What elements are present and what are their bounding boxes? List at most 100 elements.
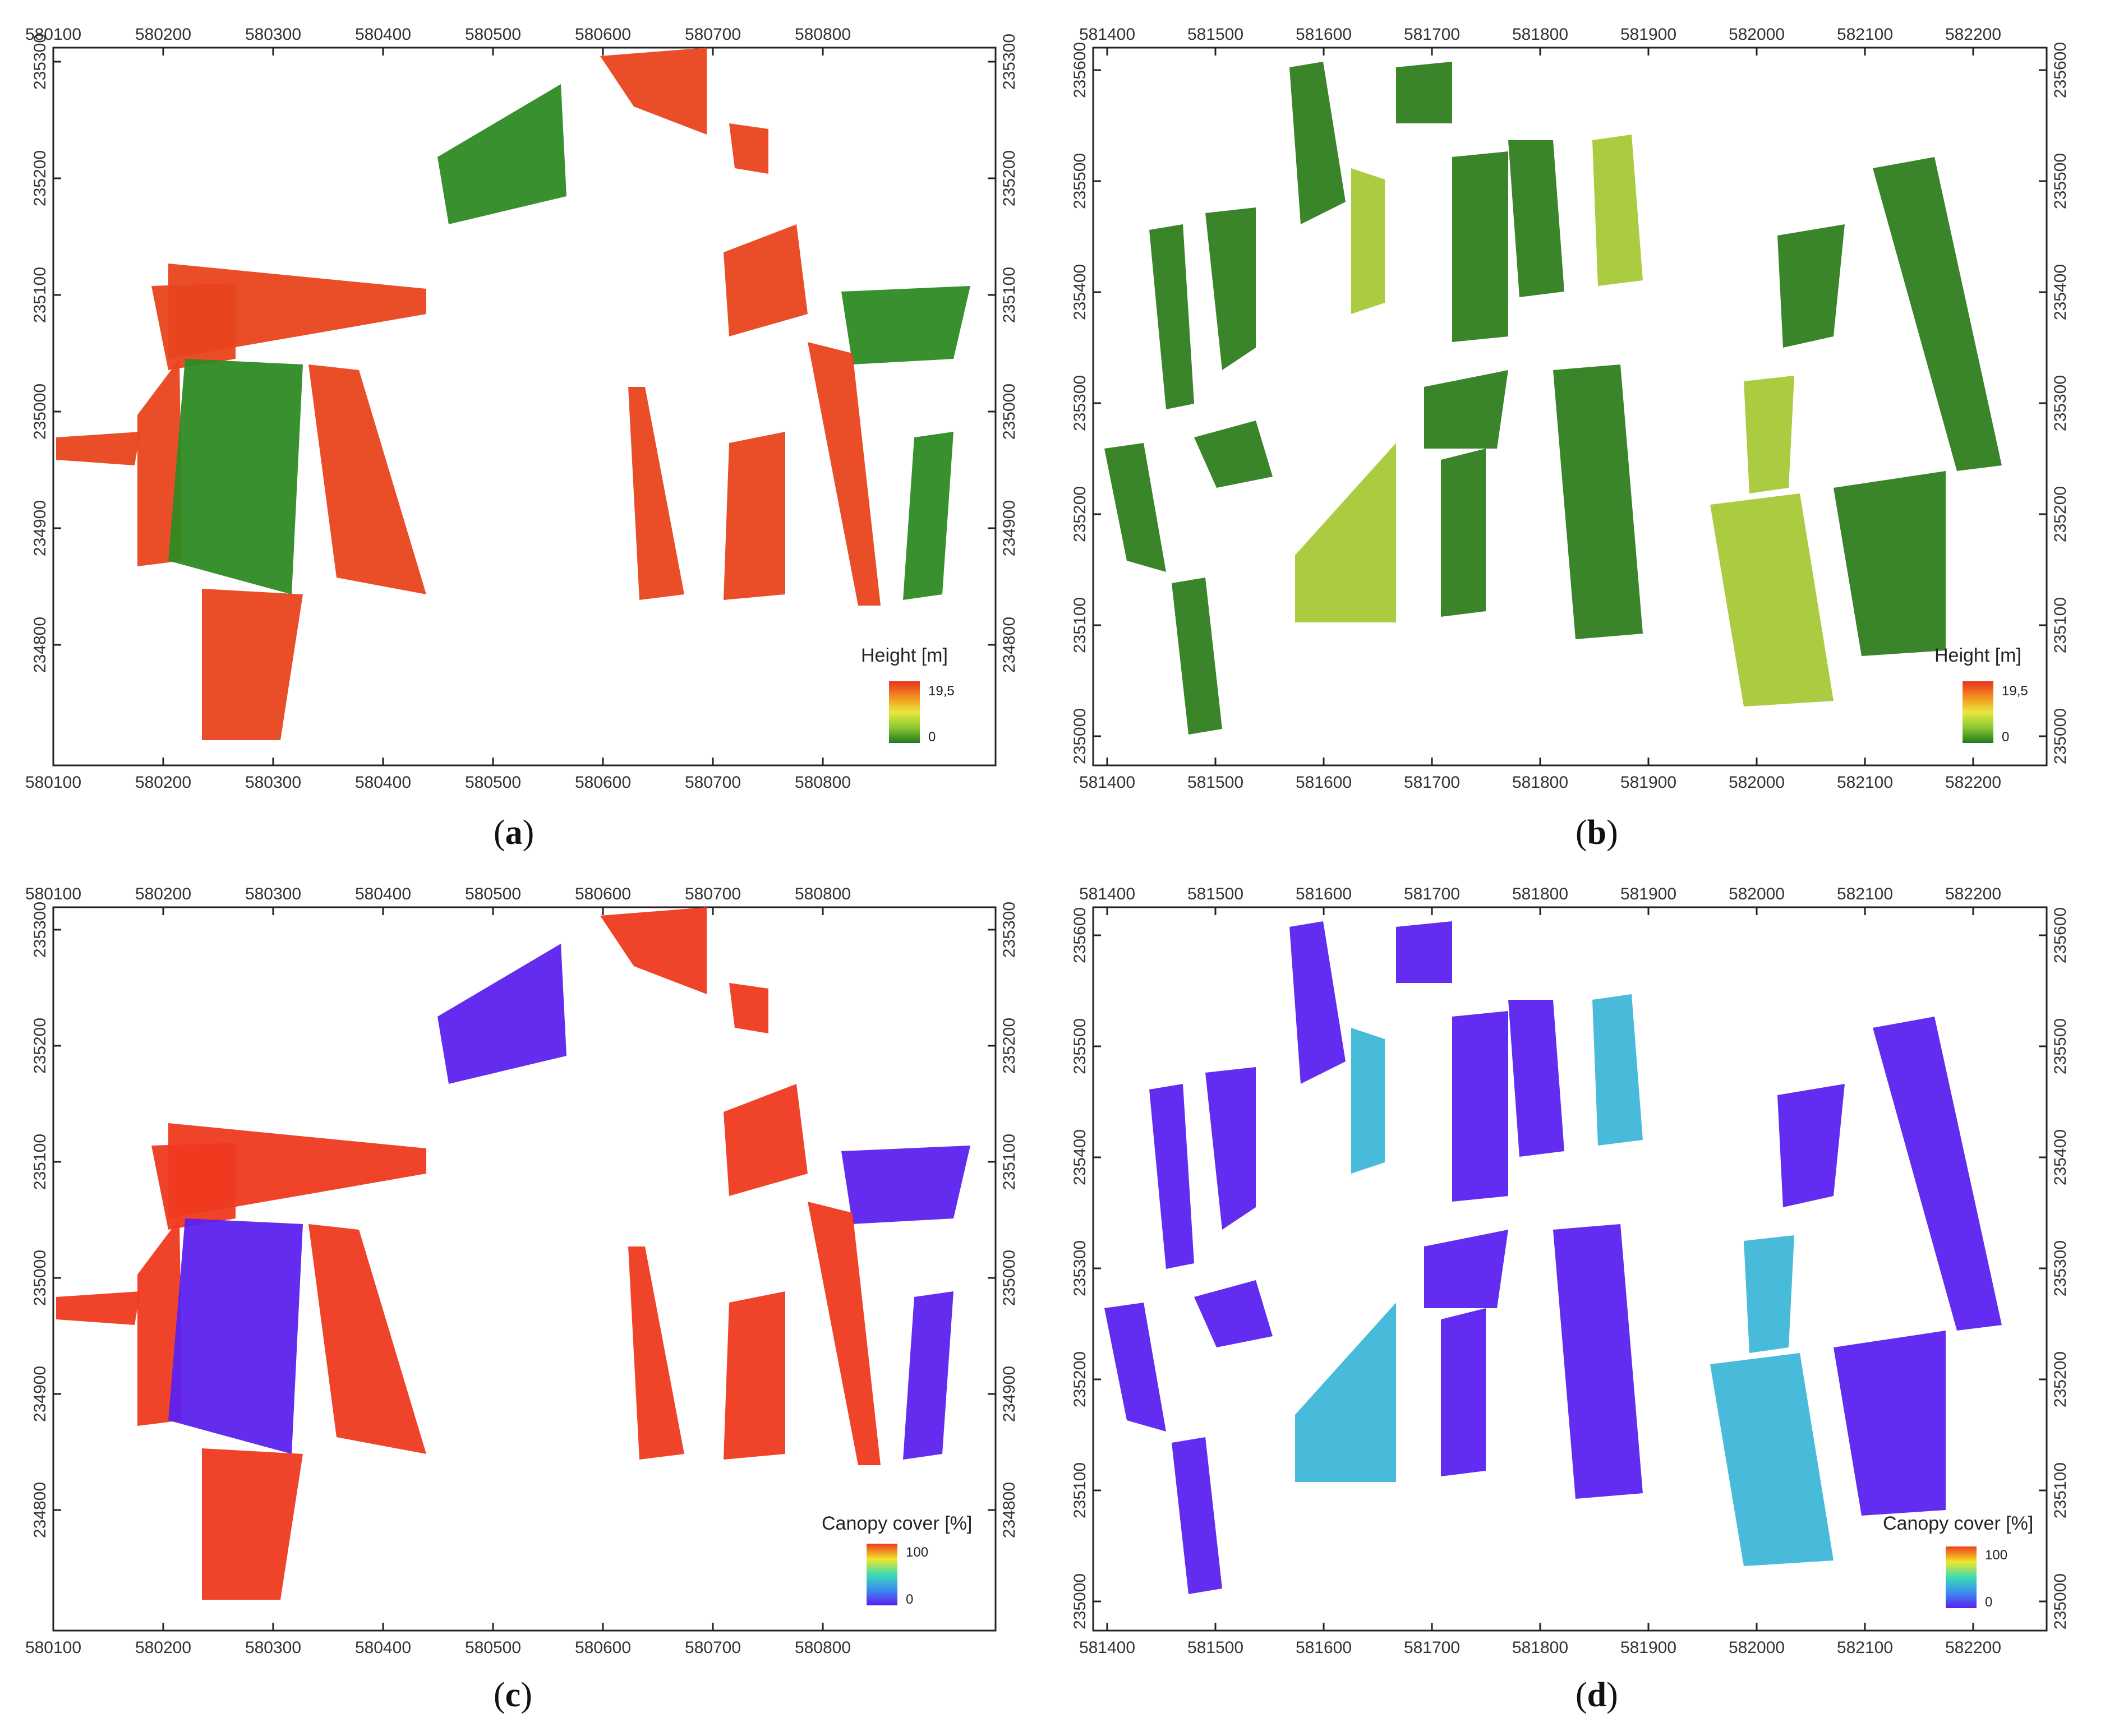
x-ticks-bottom: 581400 581500 581600 581700 581800 581900 5820… — [1079, 1623, 2001, 1657]
y-tick-label: 235000 — [1071, 1573, 1089, 1629]
y-tick-label: 235200 — [1071, 1351, 1089, 1407]
x-tick-label: 580400 — [355, 773, 411, 792]
caption-c: (c) — [494, 1676, 532, 1714]
caption-d: (d) — [1576, 1676, 1618, 1714]
vegetation-patch — [1194, 421, 1273, 488]
x-tick-label: 581600 — [1296, 25, 1352, 44]
y-tick-label: 235500 — [2051, 1018, 2070, 1074]
vegetation-patch — [600, 48, 707, 135]
x-tick-label: 581900 — [1620, 1638, 1676, 1657]
y-ticks-right: 235600 235500 235400 235300 235200 235100 2350… — [2039, 907, 2070, 1629]
x-tick-label: 580300 — [245, 25, 301, 44]
y-tick-label: 235000 — [31, 1250, 49, 1306]
y-tick-label: 234900 — [31, 1366, 49, 1422]
y-tick-label: 235200 — [1000, 150, 1019, 206]
vegetation-patch — [1777, 224, 1845, 348]
y-tick-label: 235300 — [1071, 1240, 1089, 1296]
y-tick-label: 235200 — [1000, 1018, 1019, 1074]
vegetation-patch — [628, 1246, 684, 1460]
y-tick-label: 235500 — [2051, 153, 2070, 209]
x-tick-label: 580100 — [25, 885, 81, 903]
vegetation-patch — [1424, 370, 1508, 449]
caption-a: (a) — [494, 814, 535, 852]
x-tick-label: 580400 — [355, 885, 411, 903]
vegetation-patch — [1553, 364, 1643, 639]
legend-min: 0 — [1985, 1595, 1992, 1610]
legend-max: 100 — [1985, 1548, 2007, 1563]
x-tick-label: 580300 — [245, 885, 301, 903]
map-patches — [1104, 921, 2002, 1594]
y-tick-label: 235300 — [2051, 1240, 2070, 1296]
y-tick-label: 234800 — [31, 1482, 49, 1538]
y-tick-label: 235200 — [1071, 486, 1089, 542]
vegetation-patch — [1289, 921, 1346, 1084]
x-tick-label: 580600 — [575, 1638, 631, 1657]
x-tick-label: 581700 — [1404, 25, 1460, 44]
y-tick-label: 235400 — [1071, 1129, 1089, 1185]
vegetation-patch — [808, 1202, 881, 1465]
x-tick-label: 580500 — [465, 25, 521, 44]
y-tick-label: 235100 — [31, 267, 49, 323]
vegetation-patch — [1351, 168, 1385, 314]
x-tick-label: 581900 — [1620, 773, 1676, 792]
x-tick-label: 581600 — [1296, 885, 1352, 903]
y-tick-label: 235000 — [31, 384, 49, 440]
y-tick-label: 235200 — [31, 150, 49, 206]
x-tick-label: 580300 — [245, 1638, 301, 1657]
vegetation-patch — [1424, 1230, 1508, 1308]
x-tick-label: 581700 — [1404, 1638, 1460, 1657]
x-tick-label: 580700 — [685, 25, 741, 44]
vegetation-patch — [841, 1146, 970, 1224]
x-tick-label: 582100 — [1837, 25, 1893, 44]
y-tick-label: 235000 — [2051, 1573, 2070, 1629]
x-tick-label: 581500 — [1187, 773, 1243, 792]
legend: Height [m] 19,5 0 — [1934, 645, 2028, 745]
x-tick-label: 580700 — [685, 885, 741, 903]
x-tick-label: 580200 — [135, 25, 191, 44]
y-tick-label: 235400 — [1071, 264, 1089, 320]
vegetation-patch — [600, 907, 707, 994]
y-tick-label: 235300 — [1071, 375, 1089, 431]
x-tick-label: 580200 — [135, 885, 191, 903]
x-tick-label: 580500 — [465, 885, 521, 903]
vegetation-patch — [137, 1218, 182, 1426]
y-ticks-left: 235300 235200 235100 235000 234900 234800 — [31, 902, 61, 1538]
y-ticks-left: 235600 235500 235400 235300 235200 235100 2350… — [1071, 907, 1101, 1629]
vegetation-patch — [1710, 1353, 1834, 1566]
x-ticks-top: 580100 580200 580300 580400 580500 580600 5807… — [25, 25, 851, 56]
vegetation-patch — [56, 432, 140, 465]
vegetation-patch — [1452, 1011, 1508, 1202]
x-ticks-bottom: 580100 580200 580300 580400 580500 580600 5807… — [25, 1623, 851, 1657]
x-tick-label: 581400 — [1079, 1638, 1135, 1657]
vegetation-patch — [202, 1448, 303, 1600]
y-ticks-left: 235600 235500 235400 235300 235200 235100 2350… — [1071, 42, 1101, 764]
map-panel-d: 581400 581500 581600 581700 581800 581900 5820… — [1060, 868, 2119, 1736]
vegetation-patch — [1289, 62, 1346, 224]
vegetation-patch — [1592, 994, 1643, 1146]
map-patches — [1104, 62, 2002, 735]
x-tick-label: 580600 — [575, 25, 631, 44]
vegetation-patch — [729, 983, 768, 1033]
x-tick-label: 580100 — [25, 773, 81, 792]
vegetation-patch — [1149, 1084, 1194, 1269]
y-tick-label: 235100 — [1071, 597, 1089, 653]
y-tick-label: 235500 — [1071, 153, 1089, 209]
x-tick-label: 580100 — [25, 1638, 81, 1657]
vegetation-patch — [1441, 449, 1486, 617]
x-tick-label: 582100 — [1837, 885, 1893, 903]
x-tick-label: 582200 — [1945, 1638, 2001, 1657]
y-tick-label: 235300 — [1000, 902, 1019, 958]
map-patches — [56, 907, 970, 1600]
x-tick-label: 581600 — [1296, 1638, 1352, 1657]
vegetation-patch — [1172, 578, 1222, 735]
map-panel-c: 580100 580200 580300 580400 580500 580600 5807… — [0, 868, 1060, 1736]
map-d-svg: 581400 581500 581600 581700 581800 581900 5820… — [1071, 885, 2070, 1657]
vegetation-patch — [808, 342, 881, 606]
x-tick-label: 580600 — [575, 885, 631, 903]
y-tick-label: 235500 — [1071, 1018, 1089, 1074]
legend-title: Canopy cover [%] — [1883, 1513, 2033, 1534]
vegetation-patch — [841, 286, 970, 364]
x-tick-label: 581400 — [1079, 773, 1135, 792]
vegetation-patch — [1834, 471, 1946, 656]
x-tick-label: 581800 — [1512, 1638, 1568, 1657]
